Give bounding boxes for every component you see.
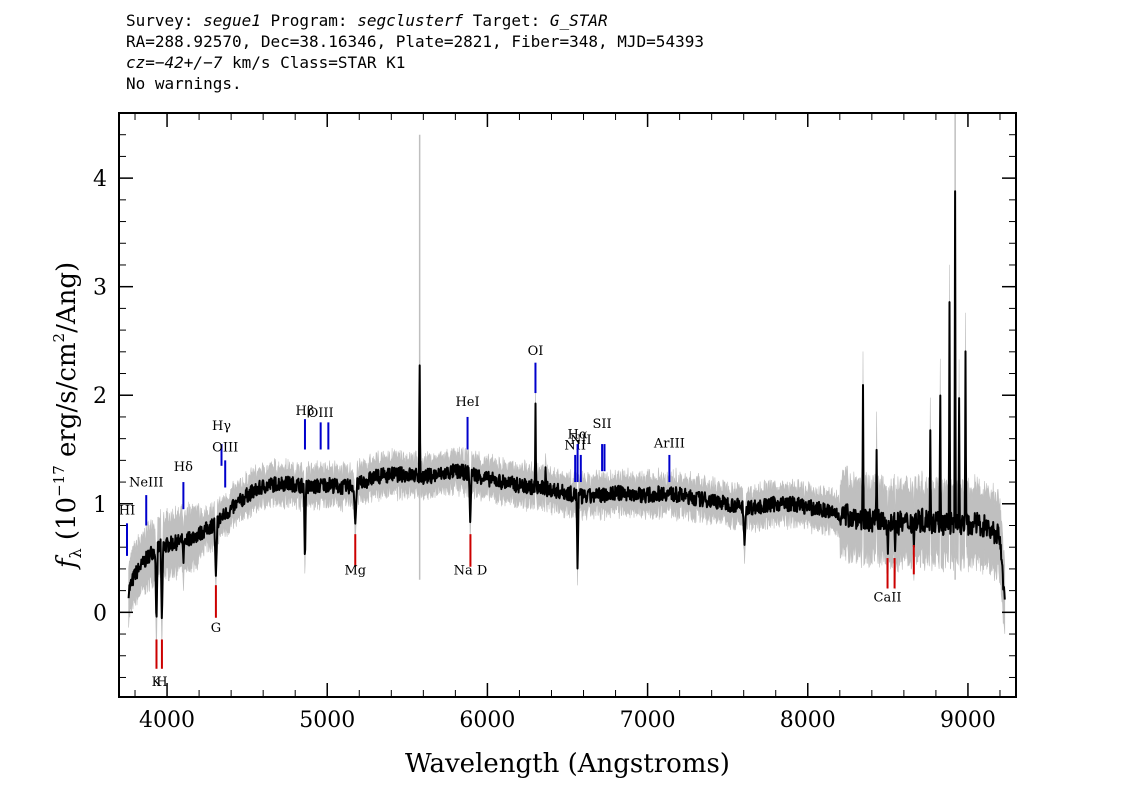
y-tick-label: 4 bbox=[93, 167, 107, 192]
survey-label: Survey: bbox=[126, 11, 204, 30]
emission-label-9: OI bbox=[528, 344, 544, 359]
target-value: G_STAR bbox=[549, 11, 608, 30]
emission-label-8: HeI bbox=[455, 395, 479, 410]
y-tick-label: 2 bbox=[93, 384, 107, 409]
x-tick-label: 7000 bbox=[620, 708, 676, 733]
header-line-warnings: No warnings. bbox=[126, 74, 242, 93]
cz-units-class: km/s Class=STAR K1 bbox=[222, 53, 406, 72]
absorption-label-4: Na D bbox=[454, 563, 488, 578]
y-label-mid: erg/s/cm bbox=[52, 342, 82, 465]
emission-label-10: NII bbox=[564, 439, 586, 454]
error-band bbox=[128, 152, 1006, 646]
y-tick-label: 3 bbox=[93, 276, 107, 301]
target-label: Target: bbox=[463, 11, 550, 30]
absorption-label-1: H bbox=[156, 675, 167, 690]
x-tick-label: 9000 bbox=[940, 708, 996, 733]
emission-label-0: HI bbox=[119, 504, 135, 519]
x-tick-label: 5000 bbox=[299, 708, 355, 733]
x-axis-label: Wavelength (Angstroms) bbox=[405, 749, 730, 779]
absorption-label-3: Mg bbox=[344, 563, 366, 578]
y-label-post: /Ang) bbox=[52, 262, 82, 333]
survey-value: segue1 bbox=[203, 11, 261, 30]
program-label: Program: bbox=[260, 11, 358, 30]
absorption-label-0: K bbox=[152, 675, 162, 690]
emission-label-4: OIII bbox=[212, 441, 238, 456]
emission-label-11: Hα bbox=[568, 428, 588, 443]
header-line-coordinates: RA=288.92570, Dec=38.16346, Plate=2821, … bbox=[126, 32, 704, 51]
header-line-survey: Survey: segue1 Program: segclusterf Targ… bbox=[126, 10, 704, 31]
spectrum-layer bbox=[127, 190, 1006, 620]
emission-label-1: NeIII bbox=[129, 475, 163, 490]
y-label-subscript: λ bbox=[66, 548, 85, 558]
absorption-label-5: CaII bbox=[874, 590, 902, 605]
header-line-redshift: cz=−42+/−7 km/s Class=STAR K1 bbox=[126, 52, 704, 73]
y-label-pre: (10 bbox=[52, 497, 82, 549]
emission-label-2: Hδ bbox=[174, 460, 193, 475]
y-tick-label: 0 bbox=[93, 601, 107, 626]
spectrum-header: Survey: segue1 Program: segclusterf Targ… bbox=[126, 10, 704, 94]
y-axis-label: fλ (10−17 erg/s/cm2/Ang) bbox=[50, 262, 85, 570]
plot-frame bbox=[118, 112, 1017, 698]
emission-label-13: SII bbox=[593, 417, 612, 432]
emission-label-5: Hβ bbox=[296, 404, 315, 419]
axis-ticks-layer: 4000 5000 6000 7000 8000 9000 0 1 2 3 4 bbox=[93, 113, 1016, 733]
y-label-exponent-2: 2 bbox=[50, 333, 68, 343]
emission-label-15: ArIII bbox=[653, 436, 685, 451]
program-value: segclusterf bbox=[357, 11, 464, 30]
emission-label-3: Hγ bbox=[212, 419, 231, 434]
y-tick-label: 1 bbox=[93, 493, 107, 518]
emission-label-12: NII bbox=[570, 433, 592, 448]
absorption-label-2: G bbox=[211, 621, 221, 636]
error-band-layer bbox=[128, 113, 1006, 646]
y-label-exponent: −17 bbox=[50, 465, 68, 497]
spectrum-line bbox=[127, 190, 1006, 620]
emission-label-6: OIII bbox=[308, 406, 334, 421]
cz-label: cz bbox=[126, 53, 146, 72]
line-markers-layer: HINeIIIHδHγOIIIHβOIIIHeIOINIIHαNIISIIArI… bbox=[119, 344, 915, 690]
x-tick-label: 6000 bbox=[459, 708, 515, 733]
x-tick-label: 8000 bbox=[780, 708, 836, 733]
cz-value: =−42+/−7 bbox=[145, 53, 223, 72]
x-tick-label: 4000 bbox=[139, 708, 195, 733]
